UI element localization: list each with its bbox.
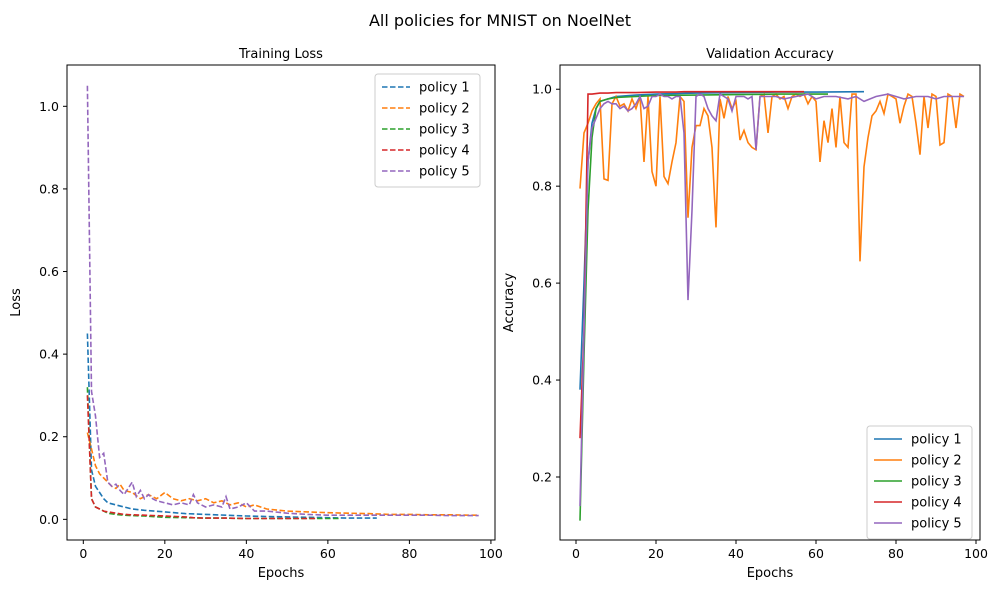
legend-label-policy-4: policy 4 (419, 144, 470, 159)
x-tick-label: 100 (964, 546, 988, 561)
y-tick-label: 1.0 (39, 99, 59, 114)
legend-label-policy-1: policy 1 (911, 433, 962, 448)
x-tick-label: 60 (320, 546, 336, 561)
legend: policy 1 policy 2 policy 3 policy 4 policy 5 (374, 73, 481, 188)
figure-title: All policies for MNIST on NoelNet (369, 11, 631, 30)
y-tick-label: 0.8 (39, 181, 59, 196)
x-tick-label: 80 (888, 546, 904, 561)
y-axis-label: Loss (9, 288, 24, 317)
x-tick-label: 80 (401, 546, 417, 561)
x-tick-label: 40 (238, 546, 254, 561)
series-line-policy-3 (579, 93, 828, 521)
y-tick-label: 0.0 (39, 512, 59, 527)
x-axis-label: Epochs (258, 566, 305, 581)
subplot-title: Validation Accuracy (706, 47, 834, 62)
y-tick-label: 0.2 (39, 429, 59, 444)
y-tick-label: 0.4 (532, 373, 552, 388)
legend-label-policy-2: policy 2 (911, 454, 962, 469)
legend-label-policy-5: policy 5 (911, 517, 962, 532)
legend-label-policy-1: policy 1 (419, 81, 470, 96)
y-tick-label: 1.0 (532, 82, 552, 97)
legend-label-policy-3: policy 3 (419, 123, 470, 138)
x-axis-label: Epochs (747, 566, 794, 581)
validation-accuracy-chart: 0 20 40 60 80 100 0.2 0.4 0.6 0.8 1.0 Validation Ac… (502, 47, 988, 581)
y-axis-label: Accuracy (502, 273, 517, 333)
y-tick-label: 0.4 (39, 347, 59, 362)
x-tick-label: 20 (157, 546, 173, 561)
plot-frame (66, 64, 496, 541)
x-tick-label: 100 (479, 546, 503, 561)
series-line-policy-4 (579, 90, 804, 439)
legend-label-policy-2: policy 2 (419, 102, 470, 117)
legend-box (374, 73, 481, 188)
legend-box (866, 425, 973, 540)
series-line-policy-1 (86, 333, 377, 519)
y-tick-label: 0.6 (39, 264, 59, 279)
x-tick-label: 0 (572, 546, 580, 561)
x-tick-label: 20 (648, 546, 664, 561)
subplot-title: Training Loss (238, 47, 323, 62)
legend: policy 1 policy 2 policy 3 policy 4 policy 5 (866, 425, 973, 540)
series-line-policy-5 (579, 92, 964, 507)
series-line-policy-5 (86, 85, 479, 517)
legend-label-policy-5: policy 5 (419, 165, 470, 180)
y-tick-label: 0.8 (532, 179, 552, 194)
series-line-policy-4 (86, 395, 316, 520)
x-tick-label: 40 (728, 546, 744, 561)
x-tick-label: 60 (808, 546, 824, 561)
training-loss-chart: 0 20 40 60 80 100 0.0 0.2 0.4 0.6 0.8 1.0 Training L… (9, 47, 503, 581)
x-tick-label: 0 (79, 546, 87, 561)
y-tick-label: 0.2 (532, 469, 552, 484)
plot-frame (559, 64, 981, 541)
legend-label-policy-4: policy 4 (911, 496, 962, 511)
legend-label-policy-3: policy 3 (911, 475, 962, 490)
y-tick-label: 0.6 (532, 276, 552, 291)
